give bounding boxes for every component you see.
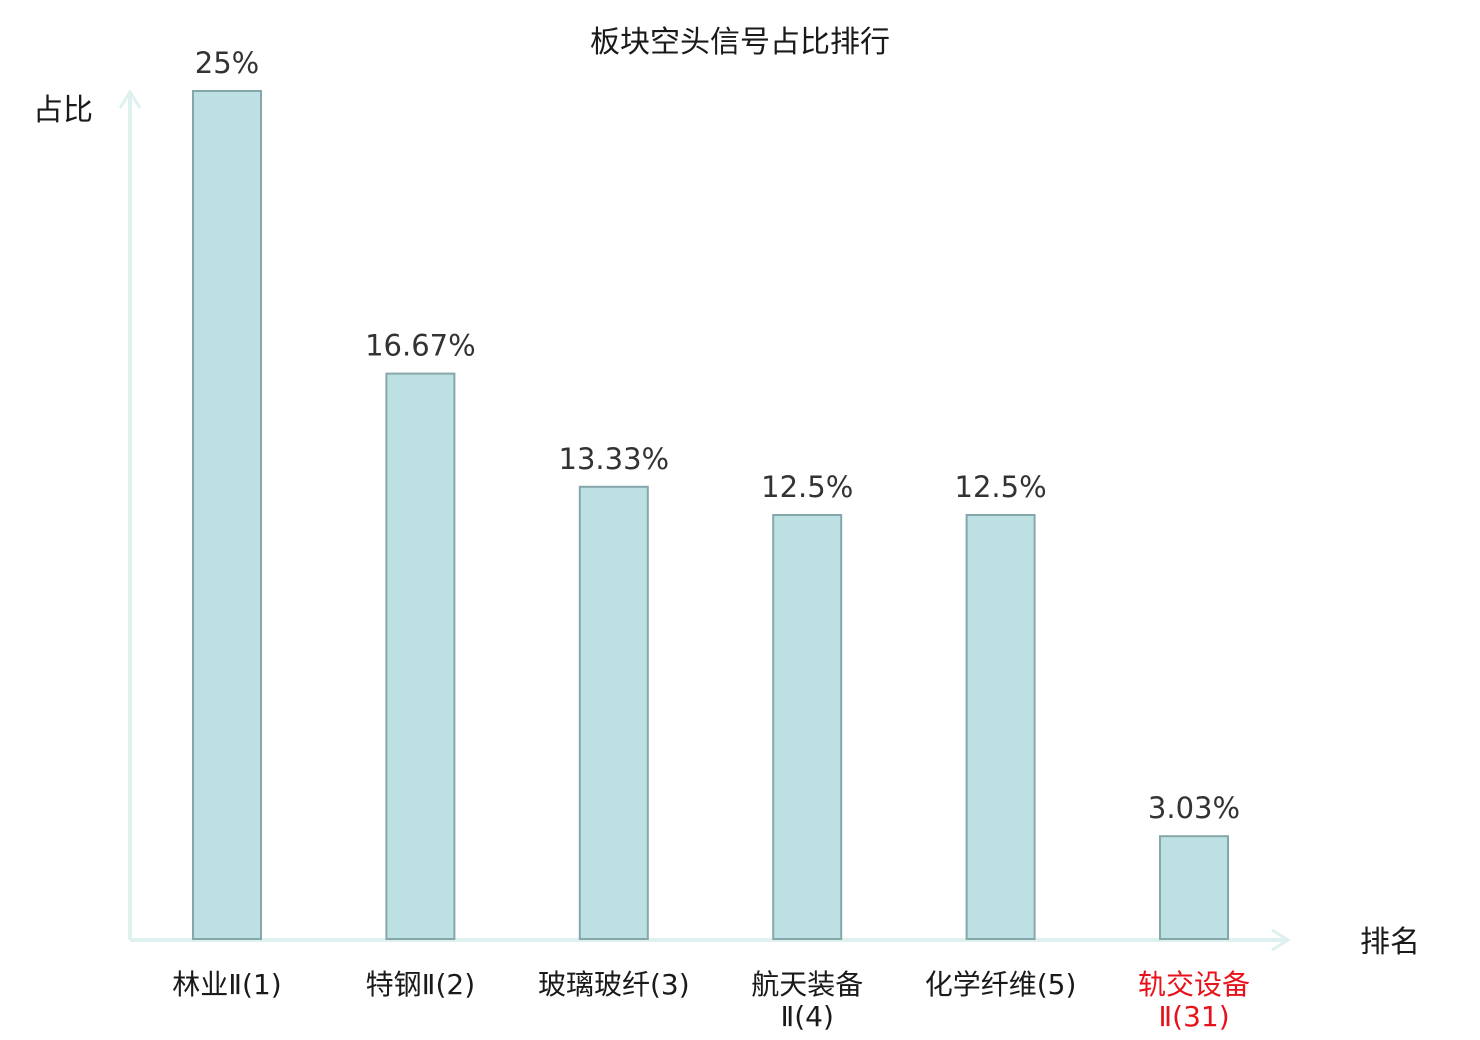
category-label-1-line-0: 特钢Ⅱ(2) [366,968,475,1001]
x-axis [130,928,1291,952]
value-label-1: 16.67% [365,329,476,363]
bars-group [192,90,1229,941]
value-label-3: 12.5% [761,470,853,504]
bar-1 [385,372,456,941]
category-label-2-line-0: 玻璃玻纤(3) [538,968,690,1001]
category-label-3: 航天装备 Ⅱ(4) [751,968,863,1033]
y-axis [118,89,142,940]
value-labels-group: 25% 16.67% 13.33% 12.5% 12.5% 3.03% [195,46,1240,825]
chart-title: 板块空头信号占比排行 [590,25,890,60]
x-axis-label: 排名 [1360,925,1420,960]
category-label-5-line-0: 轨交设备 [1138,968,1250,1001]
category-label-3-line-0: 航天装备 [751,968,863,1001]
category-labels-group: 林业Ⅱ(1) 特钢Ⅱ(2) 玻璃玻纤(3) 航天装备 Ⅱ(4)化学纤维(5) 轨交设备 Ⅱ(… [172,968,1250,1033]
bar-4 [965,514,1036,940]
category-label-0-line-0: 林业Ⅱ(1) [172,968,281,1001]
bar-3 [772,514,843,940]
bar-5 [1159,835,1229,941]
value-label-5: 3.03% [1148,791,1240,825]
value-label-0: 25% [195,46,259,80]
category-label-1: 特钢Ⅱ(2) [366,968,475,1001]
category-label-5-line-1: Ⅱ(31) [1158,1000,1229,1033]
category-label-3-line-1: Ⅱ(4) [780,1000,833,1033]
bar-0 [192,90,262,940]
category-label-0: 林业Ⅱ(1) [172,968,281,1001]
category-label-4: 化学纤维(5) [925,968,1077,1001]
category-label-2: 玻璃玻纤(3) [538,968,690,1001]
category-label-5: 轨交设备 Ⅱ(31) [1138,968,1250,1033]
value-label-4: 12.5% [955,470,1047,504]
bar-2 [578,485,649,940]
value-label-2: 13.33% [559,442,670,476]
y-axis-label: 占比 [33,93,93,128]
category-label-4-line-0: 化学纤维(5) [925,968,1077,1001]
